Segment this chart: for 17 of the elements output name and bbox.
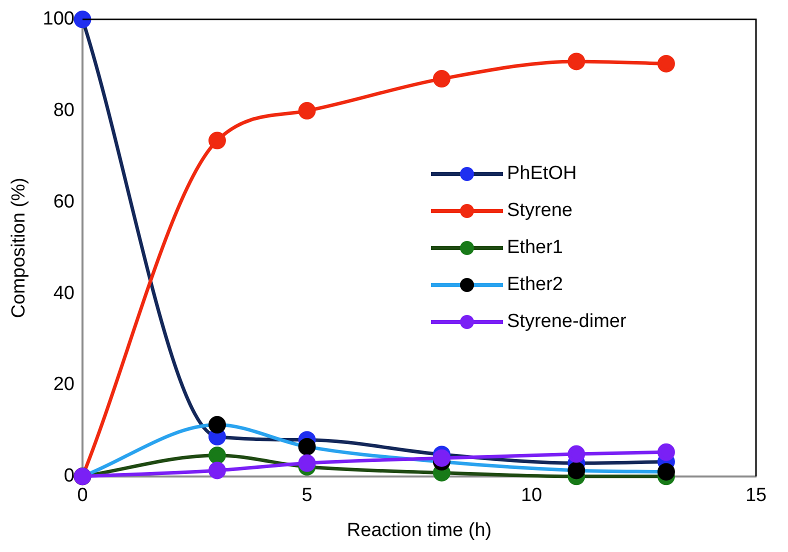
x-tick-label: 5 [302,485,312,506]
y-tick-label: 60 [53,191,74,212]
x-axis-title: Reaction time (h) [346,520,492,541]
y-tick-label: 100 [42,8,74,30]
x-tick-label: 0 [77,485,88,506]
y-tick-label: 0 [64,466,74,487]
legend-label: Styrene-dimer [507,310,626,333]
x-tick-label: 15 [745,485,767,506]
x-tick-label: 10 [520,485,542,506]
y-tick-label: 20 [53,374,74,396]
legend-label: Ether1 [507,236,563,259]
y-tick-label: 40 [53,282,74,304]
legend-label: Ether2 [507,274,563,296]
y-tick-label: 80 [53,100,74,122]
legend-label: PhEtOH [507,162,577,185]
y-axis-title: Composition (%) [8,178,30,318]
legend-label: Styrene [507,200,572,222]
